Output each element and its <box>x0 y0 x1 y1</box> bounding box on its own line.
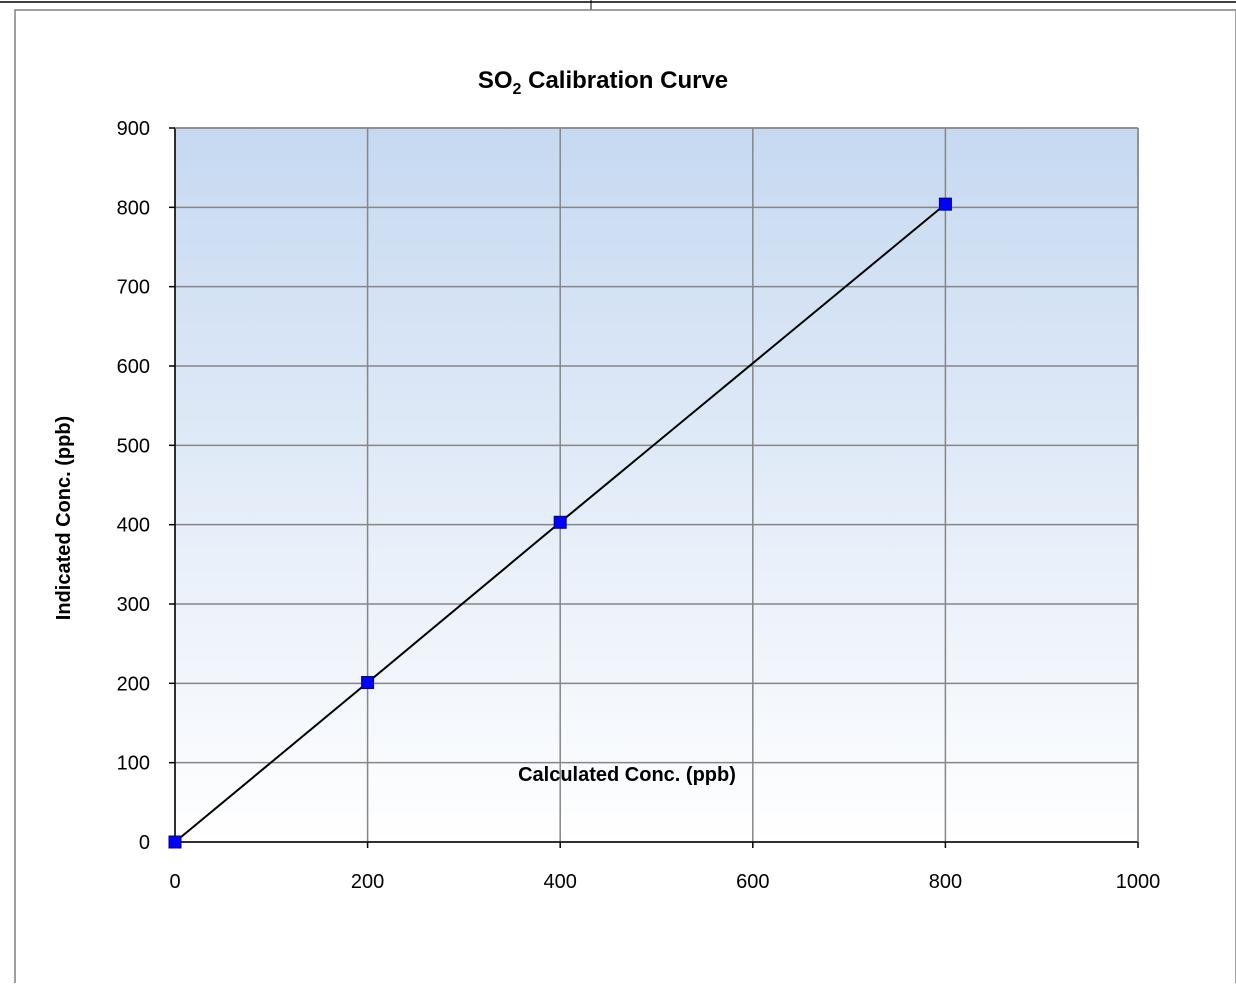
y-axis-title: Indicated Conc. (ppb) <box>53 416 75 620</box>
chart-title-subscript: 2 <box>513 81 522 98</box>
data-point-0-1 <box>361 676 375 690</box>
y-tick-label-4: 400 <box>117 515 150 537</box>
chart-title: SO2 Calibration Curve <box>478 67 728 98</box>
series-layer <box>168 197 952 849</box>
chart-title-suffix: Calibration Curve <box>521 67 728 94</box>
x-tick-label-0: 0 <box>169 871 180 893</box>
x-axis-title: Calculated Conc. (ppb) <box>518 764 736 786</box>
y-tick-label-6: 600 <box>117 356 150 378</box>
axis-layer <box>169 127 1139 848</box>
x-tick-label-4: 800 <box>929 871 962 893</box>
y-tick-label-0: 0 <box>139 832 150 854</box>
tick-labels: 0 200 400 600 800 1000 0 100 200 300 400 500 600 700 8… <box>117 118 1161 893</box>
x-tick-label-5: 1000 <box>1116 871 1161 893</box>
x-tick-label-1: 200 <box>351 871 384 893</box>
y-tick-label-8: 800 <box>117 197 150 219</box>
x-tick-label-3: 600 <box>736 871 769 893</box>
plot-area <box>175 128 1138 842</box>
y-tick-label-1: 100 <box>117 753 150 775</box>
chart-title-main: SO <box>478 67 513 94</box>
y-tick-label-7: 700 <box>117 277 150 299</box>
y-tick-label-5: 500 <box>117 435 150 457</box>
data-point-0-3 <box>938 197 952 211</box>
x-tick-label-2: 400 <box>544 871 577 893</box>
series-line-0 <box>174 203 947 843</box>
data-point-0-0 <box>168 835 182 849</box>
y-tick-label-9: 900 <box>117 118 150 140</box>
y-tick-label-3: 300 <box>117 594 150 616</box>
y-tick-label-2: 200 <box>117 673 150 695</box>
data-point-0-2 <box>553 515 567 529</box>
